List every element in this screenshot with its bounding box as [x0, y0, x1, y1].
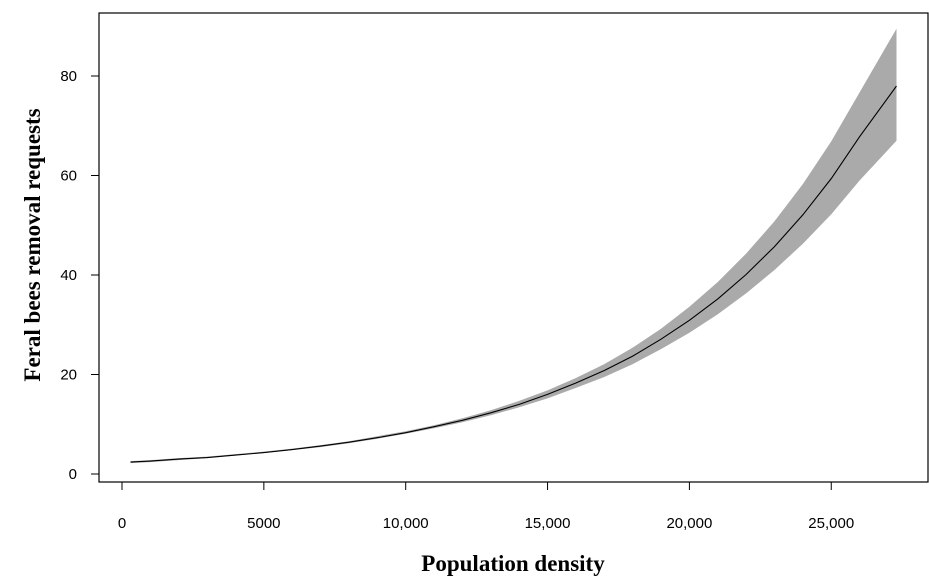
fitted-curve: [130, 85, 897, 463]
y-tick-label: 80: [60, 68, 77, 85]
y-tick-label: 40: [60, 267, 77, 284]
y-tick-label: 60: [60, 168, 77, 185]
plot-frame: [98, 12, 929, 483]
y-axis: 0 20 40 60 80: [60, 68, 99, 483]
y-tick-label: 20: [60, 367, 77, 384]
x-tick-label: 10,000: [383, 515, 429, 532]
confidence-band: [130, 28, 897, 464]
x-tick-label: 25,000: [808, 515, 854, 532]
y-tick-label: 0: [69, 466, 77, 483]
y-axis-title: Feral bees removal requests: [20, 108, 45, 381]
x-tick-label: 20,000: [666, 515, 712, 532]
x-axis-title: Population density: [421, 551, 605, 576]
x-axis: 0 5000 10,000 15,000 20,000 25,000: [118, 482, 854, 532]
x-tick-label: 0: [118, 515, 126, 532]
x-tick-label: 5000: [247, 515, 280, 532]
x-tick-label: 15,000: [525, 515, 571, 532]
